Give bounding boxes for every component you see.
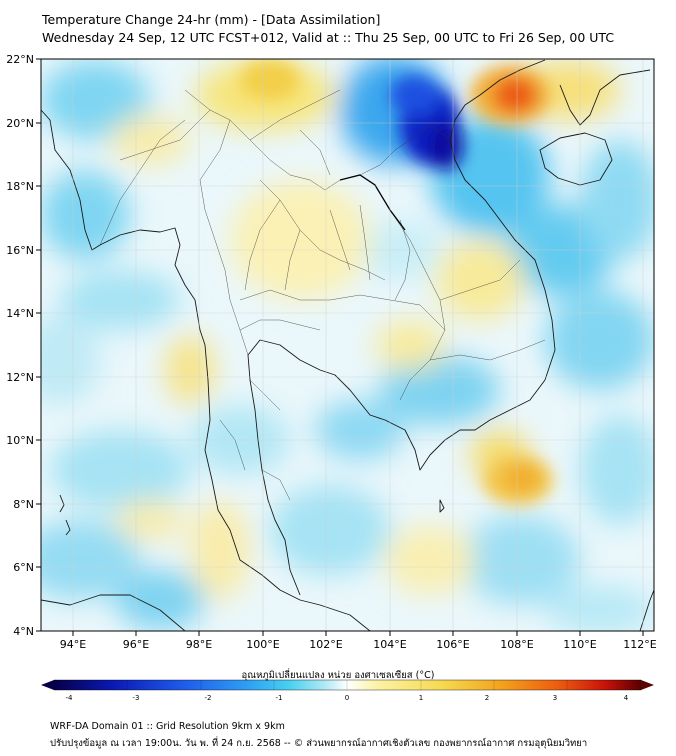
colorbar-tick: 3 xyxy=(553,694,557,702)
colorbar: -4 -3 -2 -1 0 1 2 3 4 xyxy=(41,679,654,702)
lat-label: 8°N xyxy=(13,498,34,511)
update-credit: ปรับปรุงข้อมูล ณ เวลา 19:00น. วัน พ. ที่… xyxy=(50,738,588,749)
lat-label: 22°N xyxy=(6,53,34,66)
model-info: WRF-DA Domain 01 :: Grid Resolution 9km … xyxy=(50,721,285,732)
longitude-labels: 94°E 96°E 98°E 100°E 102°E 104°E 106°E 1… xyxy=(60,638,657,651)
lat-label: 4°N xyxy=(13,625,34,638)
lon-label: 106°E xyxy=(436,638,469,651)
lat-label: 14°N xyxy=(6,307,34,320)
colorbar-tick: 2 xyxy=(485,694,489,702)
lon-label: 104°E xyxy=(373,638,406,651)
lon-label: 96°E xyxy=(123,638,149,651)
lon-label: 108°E xyxy=(500,638,533,651)
colorbar-tick: 4 xyxy=(624,694,629,702)
graticule xyxy=(41,59,654,631)
coastlines xyxy=(41,59,654,631)
lat-label: 18°N xyxy=(6,180,34,193)
lat-label: 6°N xyxy=(13,561,34,574)
map-title: Temperature Change 24-hr (mm) - [Data As… xyxy=(42,12,381,27)
temperature-field xyxy=(41,59,654,631)
admin-borders xyxy=(99,89,546,501)
map-frame xyxy=(40,58,655,632)
lat-label: 12°N xyxy=(6,371,34,384)
colorbar-tick: -1 xyxy=(276,694,283,702)
colorbar-tick: -3 xyxy=(133,694,140,702)
colorbar-tick: -2 xyxy=(205,694,212,702)
lat-label: 16°N xyxy=(6,244,34,257)
colorbar-tick: -4 xyxy=(66,694,74,702)
colorbar-tick: 1 xyxy=(419,694,423,702)
lon-label: 110°E xyxy=(563,638,596,651)
latitude-labels: 22°N 20°N 18°N 16°N 14°N 12°N 10°N 8°N 6… xyxy=(6,53,34,638)
map-subtitle: Wednesday 24 Sep, 12 UTC FCST+012, Valid… xyxy=(42,30,615,45)
lon-label: 98°E xyxy=(186,638,212,651)
mekong-border xyxy=(339,174,406,231)
lat-label: 20°N xyxy=(6,117,34,130)
colorbar-extend-min xyxy=(41,680,54,690)
lon-label: 100°E xyxy=(246,638,279,651)
lon-label: 94°E xyxy=(60,638,86,651)
colorbar-title: อุณหภูมิเปลี่ยนแปลง หน่วย องศาเซลเซียส (… xyxy=(241,670,435,681)
lat-label: 10°N xyxy=(6,434,34,447)
colorbar-extend-max xyxy=(641,680,654,690)
colorbar-tick: 0 xyxy=(345,694,349,702)
lon-label: 102°E xyxy=(309,638,342,651)
lon-label: 112°E xyxy=(623,638,656,651)
